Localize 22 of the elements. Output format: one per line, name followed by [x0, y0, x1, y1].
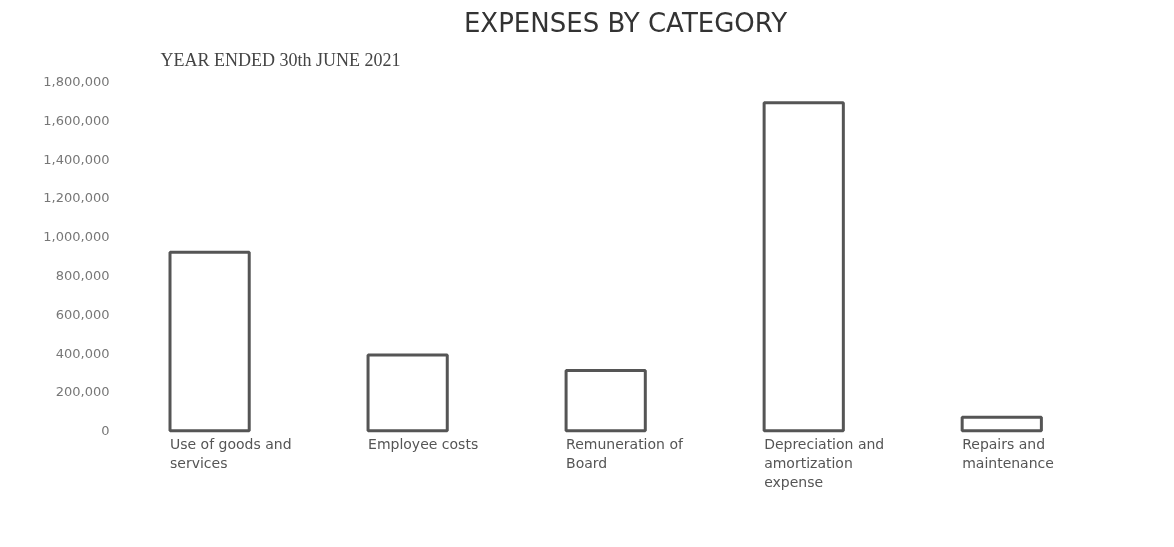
- y-tick-label: 1,000,000: [43, 229, 110, 245]
- chart-title: EXPENSES BY CATEGORY: [463, 7, 788, 38]
- text: YEAR ENDED 30th JUNE 2021: [160, 49, 401, 70]
- y-tick-label: 1,800,000: [43, 73, 110, 89]
- y-tick-label: 1,200,000: [43, 190, 110, 206]
- y-tick-label: 600,000: [55, 306, 110, 322]
- bar: [168, 250, 251, 433]
- x-tick-label: Use of goods and services: [170, 435, 292, 472]
- bar: [366, 353, 449, 433]
- x-tick-label: Employee costs: [368, 435, 479, 452]
- bar: [762, 101, 845, 433]
- x-tick-label: Depreciation and amortization expense: [764, 435, 885, 491]
- y-tick-label: 200,000: [55, 384, 110, 400]
- y-tick-label: 1,600,000: [43, 112, 110, 128]
- x-tick-label: Remuneration of Board: [566, 435, 684, 472]
- y-tick-label: 800,000: [55, 268, 110, 284]
- y-tick-label: 0: [101, 423, 110, 439]
- bar: [564, 369, 647, 433]
- y-tick-label: 1,400,000: [43, 151, 110, 167]
- bar: [960, 415, 1043, 433]
- x-tick-label: Repairs and maintenance: [962, 435, 1054, 472]
- y-tick-label: 400,000: [55, 345, 110, 361]
